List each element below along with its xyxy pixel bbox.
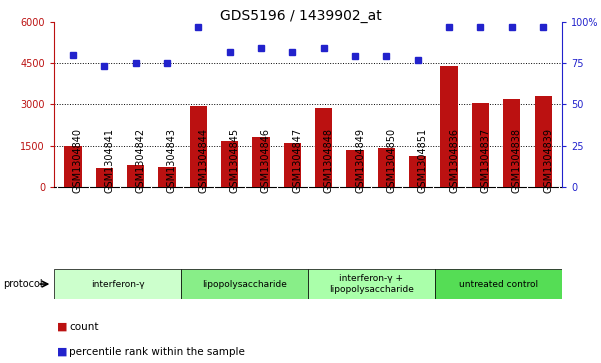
Bar <box>534 96 552 187</box>
Text: GSM1304851: GSM1304851 <box>418 128 428 193</box>
Bar <box>308 269 435 299</box>
Bar <box>315 108 332 187</box>
Text: lipopolysaccharide: lipopolysaccharide <box>202 280 287 289</box>
Text: GDS5196 / 1439902_at: GDS5196 / 1439902_at <box>219 9 382 23</box>
Bar <box>346 150 364 187</box>
Bar <box>64 146 82 187</box>
Text: GSM1304838: GSM1304838 <box>512 128 522 193</box>
Bar <box>503 99 520 187</box>
Bar <box>378 148 395 187</box>
Text: ■: ■ <box>57 322 67 332</box>
Bar <box>221 141 238 187</box>
Text: GSM1304837: GSM1304837 <box>480 128 490 193</box>
Text: untreated control: untreated control <box>459 280 538 289</box>
Text: count: count <box>69 322 99 332</box>
Text: GSM1304846: GSM1304846 <box>261 128 271 193</box>
Text: GSM1304841: GSM1304841 <box>104 128 114 193</box>
Text: GSM1304849: GSM1304849 <box>355 128 365 193</box>
Bar <box>181 269 308 299</box>
Text: GSM1304844: GSM1304844 <box>198 128 209 193</box>
Text: GSM1304843: GSM1304843 <box>167 128 177 193</box>
Bar <box>158 167 175 187</box>
Text: GSM1304850: GSM1304850 <box>386 128 397 193</box>
Text: interferon-γ +
lipopolysaccharide: interferon-γ + lipopolysaccharide <box>329 274 414 294</box>
Text: GSM1304839: GSM1304839 <box>543 128 553 193</box>
Text: GSM1304845: GSM1304845 <box>230 128 240 193</box>
Text: GSM1304840: GSM1304840 <box>73 128 83 193</box>
Text: protocol: protocol <box>3 279 43 289</box>
Bar <box>441 66 458 187</box>
Text: percentile rank within the sample: percentile rank within the sample <box>69 347 245 357</box>
Bar <box>284 143 301 187</box>
Bar <box>96 168 113 187</box>
Bar <box>252 137 270 187</box>
Bar <box>127 166 144 187</box>
Text: GSM1304842: GSM1304842 <box>136 128 145 193</box>
Text: GSM1304847: GSM1304847 <box>292 128 302 193</box>
Text: interferon-γ: interferon-γ <box>91 280 144 289</box>
Bar <box>409 156 426 187</box>
Bar <box>472 103 489 187</box>
Bar <box>190 106 207 187</box>
Bar <box>435 269 562 299</box>
Bar <box>54 269 181 299</box>
Text: GSM1304848: GSM1304848 <box>324 128 334 193</box>
Text: ■: ■ <box>57 347 67 357</box>
Text: GSM1304836: GSM1304836 <box>449 128 459 193</box>
